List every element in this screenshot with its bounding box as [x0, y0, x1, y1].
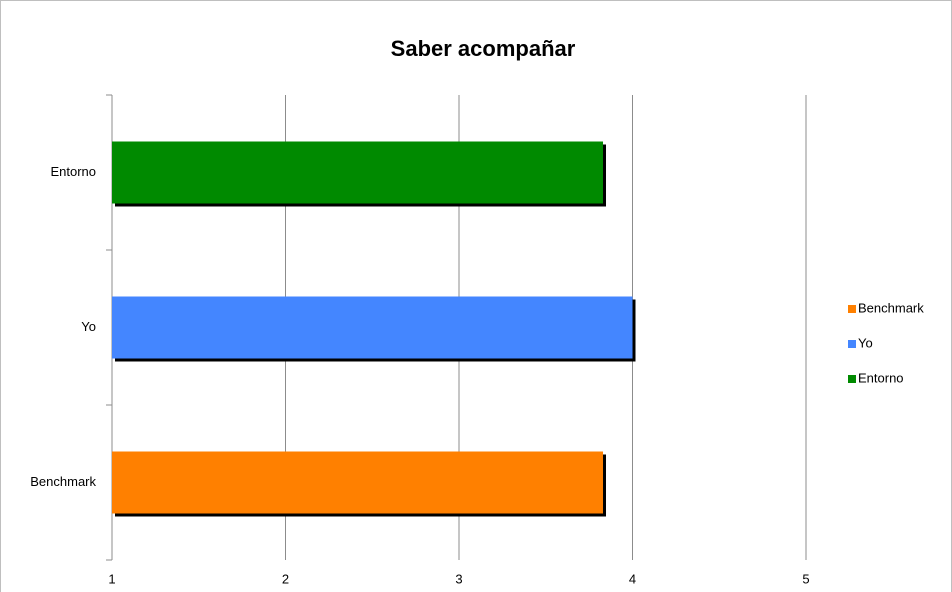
legend-label: Benchmark: [858, 300, 924, 315]
x-tick-label: 5: [802, 571, 809, 586]
y-tick-label: Yo: [81, 319, 96, 334]
x-tick-label: 1: [108, 571, 115, 586]
chart-title: Saber acompañar: [391, 36, 576, 61]
legend-swatch: [848, 340, 856, 348]
legend-swatch: [848, 305, 856, 313]
bar: [112, 141, 604, 204]
legend-swatch: [848, 375, 856, 383]
bar: [112, 451, 604, 514]
bar: [112, 296, 633, 359]
x-tick-label: 3: [455, 571, 462, 586]
legend-label: Yo: [858, 335, 873, 350]
y-tick-label: Benchmark: [30, 474, 96, 489]
x-tick-label: 2: [282, 571, 289, 586]
x-tick-label: 4: [629, 571, 636, 586]
y-tick-label: Entorno: [50, 164, 96, 179]
legend-label: Entorno: [858, 370, 904, 385]
